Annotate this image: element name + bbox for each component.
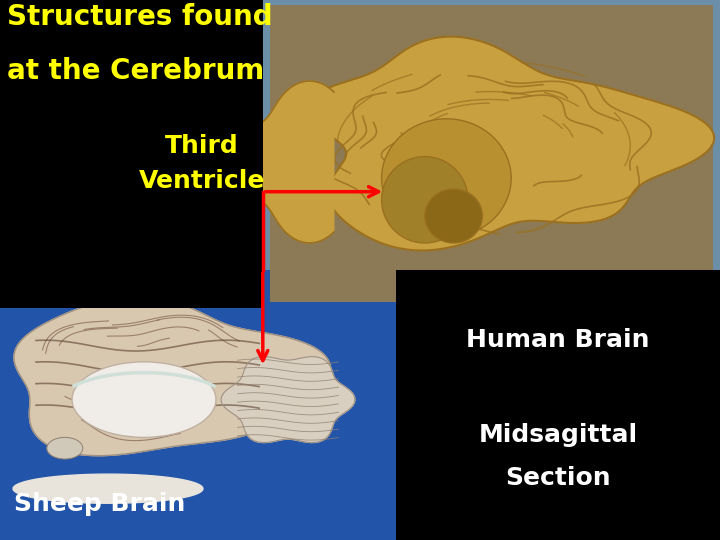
Text: Third: Third: [165, 134, 238, 158]
Ellipse shape: [47, 437, 83, 459]
Ellipse shape: [382, 157, 468, 243]
Text: Human Brain: Human Brain: [467, 328, 649, 352]
Polygon shape: [308, 37, 714, 251]
Text: Midsagittal: Midsagittal: [478, 423, 638, 447]
Bar: [396, 270, 720, 540]
Bar: [0, 270, 396, 540]
Polygon shape: [14, 298, 330, 456]
Text: Sheep Brain: Sheep Brain: [14, 492, 186, 516]
Text: Section: Section: [505, 466, 611, 490]
Ellipse shape: [382, 119, 511, 238]
Text: Ventricle: Ventricle: [138, 169, 265, 193]
Ellipse shape: [425, 189, 482, 243]
Ellipse shape: [72, 362, 216, 437]
Bar: [0, 0, 263, 308]
Bar: [263, 0, 720, 308]
Polygon shape: [221, 356, 355, 443]
Bar: [270, 5, 713, 302]
Polygon shape: [13, 474, 203, 503]
Polygon shape: [223, 81, 334, 243]
Text: at the Cerebrum: at the Cerebrum: [7, 57, 264, 85]
Text: Structures found: Structures found: [7, 3, 273, 31]
